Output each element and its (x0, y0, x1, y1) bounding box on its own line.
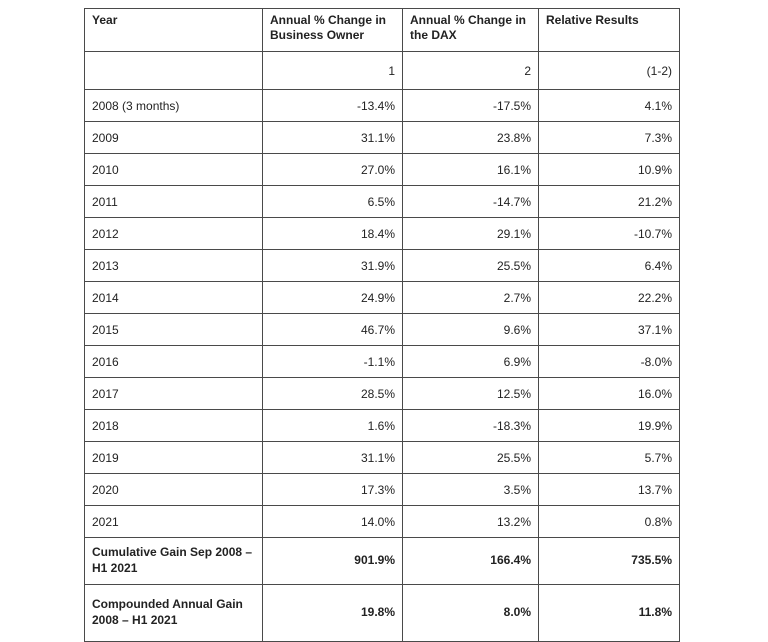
relative-result-cell: 13.7% (538, 473, 680, 506)
relative-result-cell: 37.1% (538, 313, 680, 346)
table-row: 2020 17.3% 3.5% 13.7% (84, 473, 680, 506)
dax-change-cell: 3.5% (402, 473, 539, 506)
dax-change-cell: -17.5% (402, 89, 539, 122)
column-number-diff-cell: (1-2) (538, 51, 680, 90)
year-cell: 2021 (84, 505, 263, 538)
relative-result-cell: 4.1% (538, 89, 680, 122)
cumulative-gain-row: Cumulative Gain Sep 2008 – H1 2021 901.9… (84, 537, 680, 585)
col-header-year: Year (84, 8, 263, 52)
dax-change-cell: 16.1% (402, 153, 539, 186)
dax-change-cell: 6.9% (402, 345, 539, 378)
owner-change-cell: 31.9% (262, 249, 403, 282)
owner-change-cell: 46.7% (262, 313, 403, 346)
cumulative-gain-label: Cumulative Gain Sep 2008 – H1 2021 (84, 537, 263, 585)
owner-change-cell: 6.5% (262, 185, 403, 218)
table-header-row: Year Annual % Change in Business Owner A… (84, 8, 680, 52)
dax-change-cell: 29.1% (402, 217, 539, 250)
relative-result-cell: 10.9% (538, 153, 680, 186)
table-row: 2021 14.0% 13.2% 0.8% (84, 505, 680, 538)
table-row: 2016 -1.1% 6.9% -8.0% (84, 345, 680, 378)
compounded-gain-owner: 19.8% (262, 584, 403, 642)
table-row: 2017 28.5% 12.5% 16.0% (84, 377, 680, 410)
dax-change-cell: -14.7% (402, 185, 539, 218)
cumulative-gain-relative: 735.5% (538, 537, 680, 585)
owner-change-cell: -1.1% (262, 345, 403, 378)
compounded-gain-row: Compounded Annual Gain 2008 – H1 2021 19… (84, 584, 680, 642)
table-row: 2013 31.9% 25.5% 6.4% (84, 249, 680, 282)
relative-result-cell: -8.0% (538, 345, 680, 378)
year-cell: 2020 (84, 473, 263, 506)
year-cell: 2010 (84, 153, 263, 186)
owner-change-cell: 14.0% (262, 505, 403, 538)
table-row: 2015 46.7% 9.6% 37.1% (84, 313, 680, 346)
owner-change-cell: 28.5% (262, 377, 403, 410)
year-cell: 2018 (84, 409, 263, 442)
owner-change-cell: 17.3% (262, 473, 403, 506)
owner-change-cell: 31.1% (262, 121, 403, 154)
compounded-gain-relative: 11.8% (538, 584, 680, 642)
relative-result-cell: -10.7% (538, 217, 680, 250)
dax-change-cell: 25.5% (402, 441, 539, 474)
cumulative-gain-owner: 901.9% (262, 537, 403, 585)
column-number-row: 1 2 (1-2) (84, 51, 680, 90)
year-cell: 2014 (84, 281, 263, 314)
annual-returns-table: Year Annual % Change in Business Owner A… (84, 8, 680, 642)
year-cell: 2013 (84, 249, 263, 282)
table-row: 2012 18.4% 29.1% -10.7% (84, 217, 680, 250)
year-cell: 2016 (84, 345, 263, 378)
owner-change-cell: 24.9% (262, 281, 403, 314)
relative-result-cell: 7.3% (538, 121, 680, 154)
table-row: 2018 1.6% -18.3% 19.9% (84, 409, 680, 442)
table-row: 2010 27.0% 16.1% 10.9% (84, 153, 680, 186)
year-cell: 2017 (84, 377, 263, 410)
dax-change-cell: 9.6% (402, 313, 539, 346)
column-number-1-cell: 1 (262, 51, 403, 90)
col-header-dax: Annual % Change in the DAX (402, 8, 539, 52)
owner-change-cell: -13.4% (262, 89, 403, 122)
dax-change-cell: -18.3% (402, 409, 539, 442)
dax-change-cell: 23.8% (402, 121, 539, 154)
table-row: 2011 6.5% -14.7% 21.2% (84, 185, 680, 218)
relative-result-cell: 0.8% (538, 505, 680, 538)
relative-result-cell: 16.0% (538, 377, 680, 410)
relative-result-cell: 5.7% (538, 441, 680, 474)
year-cell: 2012 (84, 217, 263, 250)
owner-change-cell: 1.6% (262, 409, 403, 442)
relative-result-cell: 19.9% (538, 409, 680, 442)
year-cell: 2011 (84, 185, 263, 218)
table-row: 2019 31.1% 25.5% 5.7% (84, 441, 680, 474)
column-number-blank-cell (84, 51, 263, 90)
cumulative-gain-dax: 166.4% (402, 537, 539, 585)
dax-change-cell: 13.2% (402, 505, 539, 538)
table-row: 2009 31.1% 23.8% 7.3% (84, 121, 680, 154)
dax-change-cell: 25.5% (402, 249, 539, 282)
compounded-gain-label: Compounded Annual Gain 2008 – H1 2021 (84, 584, 263, 642)
dax-change-cell: 12.5% (402, 377, 539, 410)
owner-change-cell: 18.4% (262, 217, 403, 250)
table-row: 2008 (3 months) -13.4% -17.5% 4.1% (84, 89, 680, 122)
owner-change-cell: 31.1% (262, 441, 403, 474)
col-header-relative-results: Relative Results (538, 8, 680, 52)
table-row: 2014 24.9% 2.7% 22.2% (84, 281, 680, 314)
dax-change-cell: 2.7% (402, 281, 539, 314)
column-number-2-cell: 2 (402, 51, 539, 90)
year-cell: 2009 (84, 121, 263, 154)
results-table-container: Year Annual % Change in Business Owner A… (84, 8, 680, 642)
year-cell: 2008 (3 months) (84, 89, 263, 122)
compounded-gain-dax: 8.0% (402, 584, 539, 642)
relative-result-cell: 22.2% (538, 281, 680, 314)
year-cell: 2015 (84, 313, 263, 346)
owner-change-cell: 27.0% (262, 153, 403, 186)
relative-result-cell: 6.4% (538, 249, 680, 282)
relative-result-cell: 21.2% (538, 185, 680, 218)
year-cell: 2019 (84, 441, 263, 474)
col-header-business-owner: Annual % Change in Business Owner (262, 8, 403, 52)
